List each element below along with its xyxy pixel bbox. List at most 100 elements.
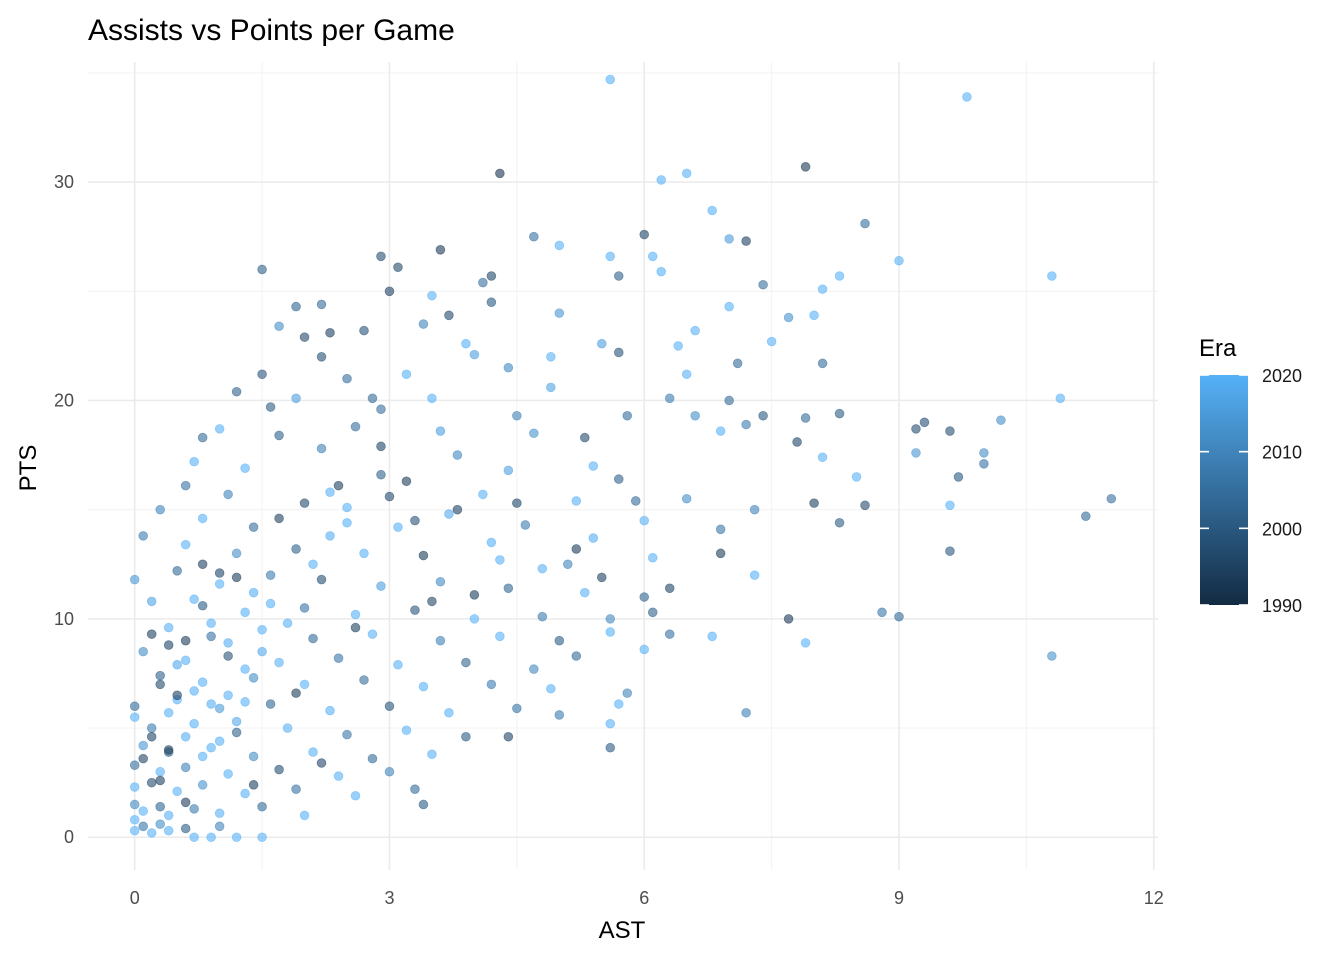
- data-point: [622, 688, 633, 698]
- data-point: [715, 548, 726, 559]
- data-point: [129, 712, 140, 722]
- data-point: [231, 832, 242, 843]
- data-point: [911, 448, 921, 458]
- data-point: [350, 622, 361, 633]
- data-point: [512, 410, 522, 421]
- data-point: [647, 251, 658, 262]
- data-point: [155, 766, 165, 777]
- legend-title: Era: [1199, 335, 1237, 362]
- data-point: [1047, 651, 1057, 661]
- data-point: [214, 736, 225, 746]
- data-point: [155, 670, 165, 681]
- chart-title: Assists vs Points per Game: [88, 14, 455, 47]
- data-point: [291, 688, 301, 698]
- data-point: [724, 301, 734, 312]
- data-point: [435, 245, 446, 255]
- data-point: [248, 587, 259, 598]
- data-point: [129, 825, 140, 836]
- data-point: [800, 413, 811, 423]
- data-point: [478, 277, 488, 288]
- data-point: [613, 474, 624, 484]
- data-point: [401, 476, 412, 487]
- data-point: [554, 240, 565, 251]
- data-point: [274, 513, 284, 524]
- data-point: [172, 566, 182, 576]
- data-point: [223, 690, 233, 701]
- data-point: [299, 332, 310, 342]
- data-point: [257, 624, 267, 635]
- data-point: [427, 290, 437, 301]
- data-point: [146, 723, 157, 733]
- data-point: [223, 489, 233, 500]
- data-point: [596, 338, 607, 349]
- data-point: [945, 426, 955, 436]
- data-point: [299, 810, 310, 821]
- data-point: [664, 583, 675, 594]
- x-axis-title: AST: [599, 917, 646, 944]
- data-point: [282, 618, 293, 629]
- data-point: [274, 321, 284, 332]
- data-point: [214, 808, 225, 819]
- data-point: [393, 522, 403, 532]
- data-point: [503, 731, 514, 742]
- data-point: [715, 524, 726, 535]
- legend-tick-label: 2010: [1262, 443, 1302, 463]
- data-point: [512, 498, 522, 508]
- data-point: [1055, 393, 1066, 404]
- data-point: [656, 175, 667, 185]
- data-point: [299, 603, 310, 613]
- data-point: [316, 443, 327, 454]
- data-point: [486, 679, 497, 690]
- data-point: [248, 751, 259, 762]
- data-point: [359, 325, 369, 336]
- data-point: [274, 430, 284, 441]
- data-point: [189, 832, 199, 843]
- data-point: [163, 640, 174, 650]
- data-point: [656, 266, 667, 277]
- data-point: [240, 607, 250, 618]
- data-point: [231, 386, 242, 397]
- x-tick-label: 9: [894, 888, 904, 908]
- data-point: [265, 598, 276, 609]
- data-point: [223, 769, 233, 779]
- data-point: [681, 369, 692, 380]
- data-point: [180, 480, 191, 491]
- data-point: [554, 710, 565, 720]
- data-point: [851, 472, 862, 482]
- data-point: [1106, 493, 1117, 504]
- data-point: [724, 234, 734, 244]
- data-point: [265, 570, 276, 580]
- data-point: [613, 699, 624, 709]
- data-point: [945, 546, 955, 556]
- data-point: [588, 533, 599, 543]
- y-axis-ticks: 0 10 20 30: [54, 172, 74, 847]
- data-point: [316, 758, 327, 768]
- data-point: [129, 799, 140, 810]
- data-point: [809, 498, 819, 508]
- data-point: [206, 618, 216, 629]
- data-point: [554, 308, 565, 318]
- data-point: [503, 362, 514, 373]
- data-point: [444, 509, 454, 519]
- data-point: [291, 301, 301, 312]
- data-point: [163, 745, 174, 755]
- data-point: [664, 629, 675, 639]
- data-point: [503, 465, 514, 476]
- data-point: [588, 461, 599, 471]
- data-point: [138, 740, 148, 751]
- data-point: [257, 646, 267, 657]
- data-point: [1081, 511, 1091, 522]
- data-points: [129, 74, 1117, 843]
- data-point: [817, 452, 828, 463]
- data-point: [579, 432, 590, 443]
- data-point: [376, 251, 386, 262]
- data-point: [265, 402, 276, 412]
- data-point: [690, 410, 700, 421]
- data-point: [180, 635, 191, 646]
- data-point: [724, 395, 734, 406]
- data-point: [495, 168, 505, 179]
- y-axis-title: PTS: [15, 445, 42, 492]
- data-point: [996, 415, 1006, 425]
- data-point: [146, 596, 157, 607]
